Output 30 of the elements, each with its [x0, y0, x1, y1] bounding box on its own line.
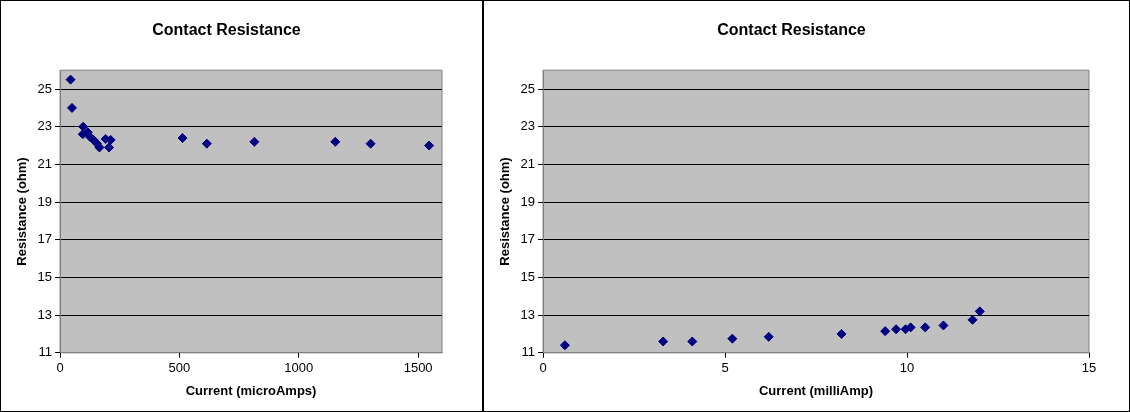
- x-tick-label: 0: [539, 360, 547, 376]
- x-tick-label: 10: [899, 360, 915, 376]
- y-tick-label: 11: [521, 344, 536, 360]
- y-tick-label: 11: [38, 344, 53, 360]
- y-tick-label: 19: [520, 193, 536, 209]
- x-tick-label: 5: [721, 360, 729, 376]
- chart-title: Contact Resistance: [717, 21, 866, 39]
- y-tick-label: 25: [520, 80, 536, 96]
- y-tick-label: 13: [520, 306, 536, 322]
- x-tick-label: 0: [56, 360, 64, 376]
- y-axis-title: Resistance (ohm): [14, 157, 30, 266]
- y-tick-label: 23: [520, 118, 536, 134]
- y-tick-label: 15: [37, 269, 53, 285]
- y-tick-label: 13: [37, 306, 53, 322]
- y-tick-label: 21: [37, 155, 53, 171]
- x-tick-label: 1500: [403, 360, 433, 376]
- y-tick-label: 25: [37, 80, 53, 96]
- chart-title: Contact Resistance: [152, 21, 301, 39]
- x-axis-title: Current (milliAmp): [758, 382, 874, 398]
- x-tick-label: 1000: [284, 360, 314, 376]
- x-axis-title: Current (microAmps): [185, 382, 317, 398]
- x-tick-label: 500: [168, 360, 191, 376]
- y-tick-label: 17: [520, 231, 536, 247]
- y-tick-label: 19: [37, 193, 53, 209]
- y-tick-label: 23: [37, 118, 53, 134]
- y-tick-label: 21: [520, 155, 536, 171]
- y-tick-label: 15: [520, 269, 536, 285]
- y-axis-title: Resistance (ohm): [497, 157, 513, 266]
- x-tick-label: 15: [1081, 360, 1097, 376]
- y-tick-label: 17: [37, 231, 53, 247]
